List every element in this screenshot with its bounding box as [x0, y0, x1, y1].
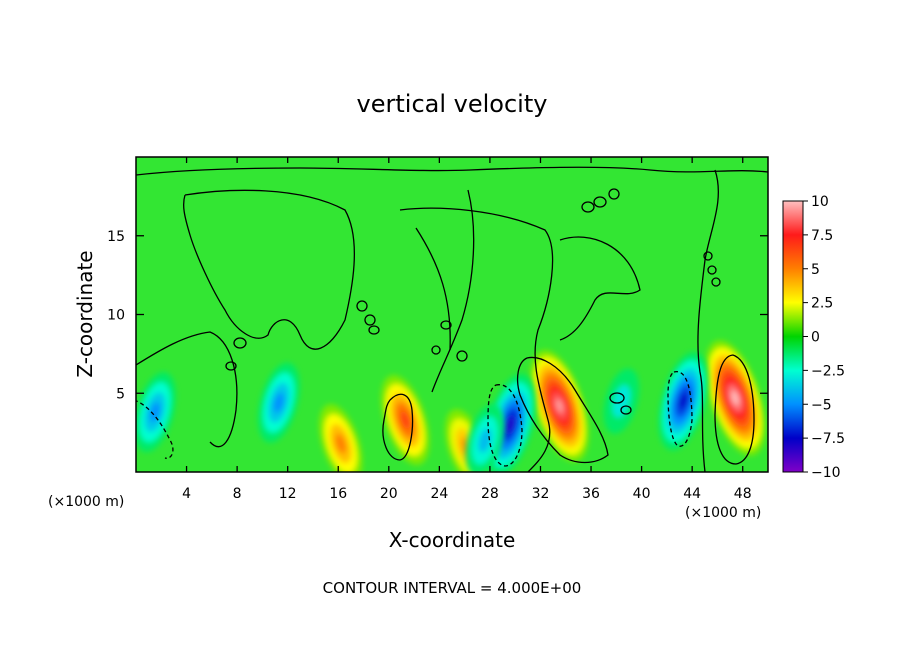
- colorbar-tick-label: 2.5: [811, 296, 833, 312]
- x-tick-label: 36: [582, 486, 600, 502]
- colorbar-tick-label: 5: [811, 262, 820, 278]
- velocity-feature: [319, 404, 363, 472]
- x-tick-label: 40: [633, 486, 651, 502]
- contour-loop: [356, 300, 368, 312]
- velocity-band: [273, 392, 285, 413]
- contour-loop: [707, 265, 717, 275]
- x-tick-label: 12: [279, 486, 297, 502]
- velocity-band: [555, 398, 564, 413]
- velocity-band: [505, 416, 515, 434]
- x-tick-label: 4: [182, 486, 191, 502]
- contour-line: [431, 189, 475, 393]
- x-unit-label-left: (×1000 m): [48, 494, 124, 510]
- colorbar-tick-label: −2.5: [811, 363, 845, 379]
- contour-loop: [431, 345, 441, 355]
- contour-loop: [593, 196, 607, 208]
- contour-line: [559, 236, 641, 341]
- contour-line: [382, 393, 414, 461]
- x-tick-label: 16: [329, 486, 347, 502]
- y-tick-label: 15: [107, 229, 125, 245]
- contour-line: [516, 356, 609, 464]
- x-tick-label: 8: [233, 486, 242, 502]
- velocity-band: [478, 428, 492, 453]
- contour-loop: [609, 392, 625, 404]
- contour-loop: [581, 201, 595, 213]
- contour-loop: [620, 405, 632, 415]
- contour-loop: [368, 325, 380, 335]
- contour-lines: [136, 166, 768, 472]
- contour-interval-footer: CONTOUR INTERVAL = 4.000E+00: [323, 579, 582, 597]
- x-tick-label: 32: [532, 486, 550, 502]
- contour-loop: [711, 277, 721, 287]
- contour-line: [183, 189, 355, 350]
- chart-title: vertical velocity: [357, 90, 548, 118]
- colorbar: 10 7.5 5 2.5 0 −2.5 −5 −7.5 −10: [782, 194, 845, 481]
- x-unit-label-right: (×1000 m): [685, 505, 761, 521]
- contour-line: [415, 227, 451, 351]
- y-axis-label: Z-coordinate: [73, 250, 97, 377]
- colorbar-tick-label: 0: [811, 330, 820, 346]
- colorbar-tick-label: −7.5: [811, 431, 845, 447]
- contour-loop: [456, 350, 468, 362]
- y-tick-label: 10: [107, 308, 125, 324]
- contour-line: [697, 169, 719, 472]
- colorbar-tick-label: −10: [811, 465, 841, 481]
- x-tick-label: 28: [481, 486, 499, 502]
- velocity-band: [731, 390, 739, 406]
- x-ticks: 4 8 12 16 20 24 28 32 36 40 44 48: [182, 157, 752, 502]
- contour-line: [399, 207, 554, 472]
- x-tick-label: 20: [380, 486, 398, 502]
- velocity-feature: [258, 362, 300, 443]
- contour-line: [136, 331, 238, 448]
- x-axis-label: X-coordinate: [389, 528, 516, 552]
- velocity-band: [149, 402, 161, 423]
- x-tick-label: 24: [430, 486, 448, 502]
- velocity-band: [400, 411, 411, 429]
- contour-loop: [364, 314, 376, 326]
- colorbar-gradient: [782, 200, 804, 473]
- contour-line: [714, 354, 755, 465]
- contour-loop: [440, 320, 452, 330]
- x-tick-label: 48: [734, 486, 752, 502]
- colorbar-ticks: 10 7.5 5 2.5 0 −2.5 −5 −7.5 −10: [803, 194, 845, 481]
- colorbar-tick-label: −5: [811, 397, 832, 413]
- velocity-feature: [530, 350, 589, 462]
- velocity-features: [136, 340, 766, 472]
- contour-loop: [225, 361, 237, 371]
- contour-loop: [233, 337, 247, 349]
- x-tick-label: 44: [683, 486, 701, 502]
- contour-line: [136, 166, 768, 176]
- contour-line: [667, 371, 693, 447]
- contour-loop: [703, 251, 713, 261]
- colorbar-tick-label: 10: [811, 194, 829, 210]
- y-ticks: 5 10 15: [107, 229, 768, 402]
- contour-line: [487, 384, 523, 467]
- y-tick-label: 5: [116, 386, 125, 402]
- contour-line: [136, 400, 174, 459]
- velocity-feature: [136, 372, 176, 453]
- colorbar-tick-label: 7.5: [811, 228, 833, 244]
- velocity-band: [679, 392, 688, 410]
- contour-loop: [608, 188, 620, 200]
- velocity-band: [335, 433, 347, 454]
- velocity-feature: [465, 404, 505, 472]
